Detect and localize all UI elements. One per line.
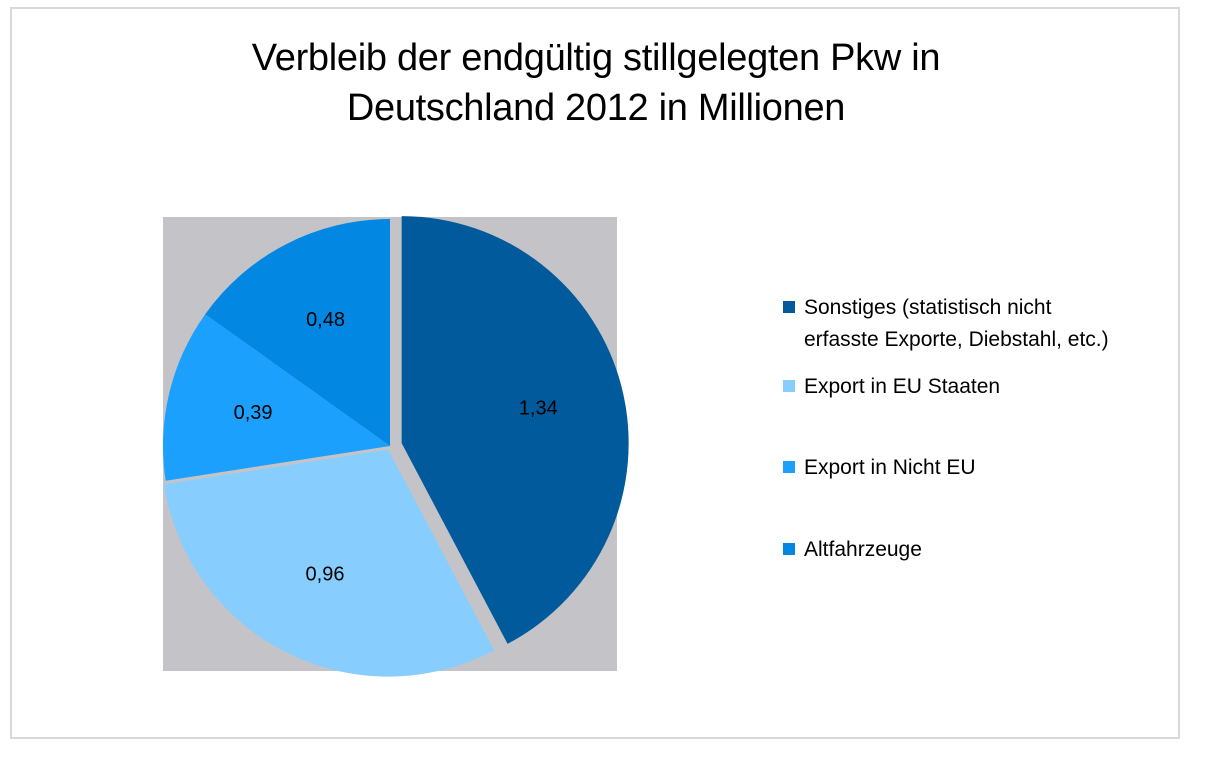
legend-item-sonstiges[interactable]: Sonstiges (statistisch nicht erfasste Ex… xyxy=(783,292,1164,356)
legend-item-altfahrzeuge[interactable]: Altfahrzeuge xyxy=(783,534,1164,566)
chart-title: Verbleib der endgültig stillgelegten Pkw… xyxy=(0,33,1192,133)
legend-label-sonstiges: Sonstiges (statistisch nicht erfasste Ex… xyxy=(804,292,1164,356)
legend-swatch-sonstiges xyxy=(783,301,795,313)
legend-label-line: Sonstiges (statistisch nicht xyxy=(804,296,1052,319)
pie-slices xyxy=(162,216,629,677)
pie-slice-2[interactable] xyxy=(163,449,495,677)
pie-data-label-3: 0,39 xyxy=(234,402,273,424)
pie-slice-4[interactable] xyxy=(205,219,390,446)
legend-swatch-altfahrzeuge xyxy=(783,543,795,555)
pie-data-label-2: 0,96 xyxy=(306,564,345,586)
legend-label-export-nicht-eu: Export in Nicht EU xyxy=(804,456,976,479)
legend-swatch-export-eu xyxy=(783,380,795,392)
chart-title-line-2: Deutschland 2012 in Millionen xyxy=(346,87,846,129)
legend-item-export-nicht-eu[interactable]: Export in Nicht EU xyxy=(783,452,1164,484)
legend-label-line: erfasste Exporte, Diebstahl, etc.) xyxy=(804,328,1109,351)
pie-slice-1[interactable] xyxy=(401,216,629,644)
pie-data-label-1: 1,34 xyxy=(519,398,558,420)
pie-slice-3[interactable] xyxy=(162,314,390,481)
legend-label-export-eu: Export in EU Staaten xyxy=(804,375,1001,398)
legend-label-altfahrzeuge: Altfahrzeuge xyxy=(804,538,922,561)
pie-data-labels: 1,34 0,96 0,39 0,48 xyxy=(234,309,558,585)
chart-title-line-1: Verbleib der endgültig stillgelegten Pkw… xyxy=(251,37,941,79)
legend-swatch-export-nicht-eu xyxy=(783,461,795,473)
pie-data-label-4: 0,48 xyxy=(306,309,345,331)
legend-item-export-eu[interactable]: Export in EU Staaten xyxy=(783,371,1164,403)
